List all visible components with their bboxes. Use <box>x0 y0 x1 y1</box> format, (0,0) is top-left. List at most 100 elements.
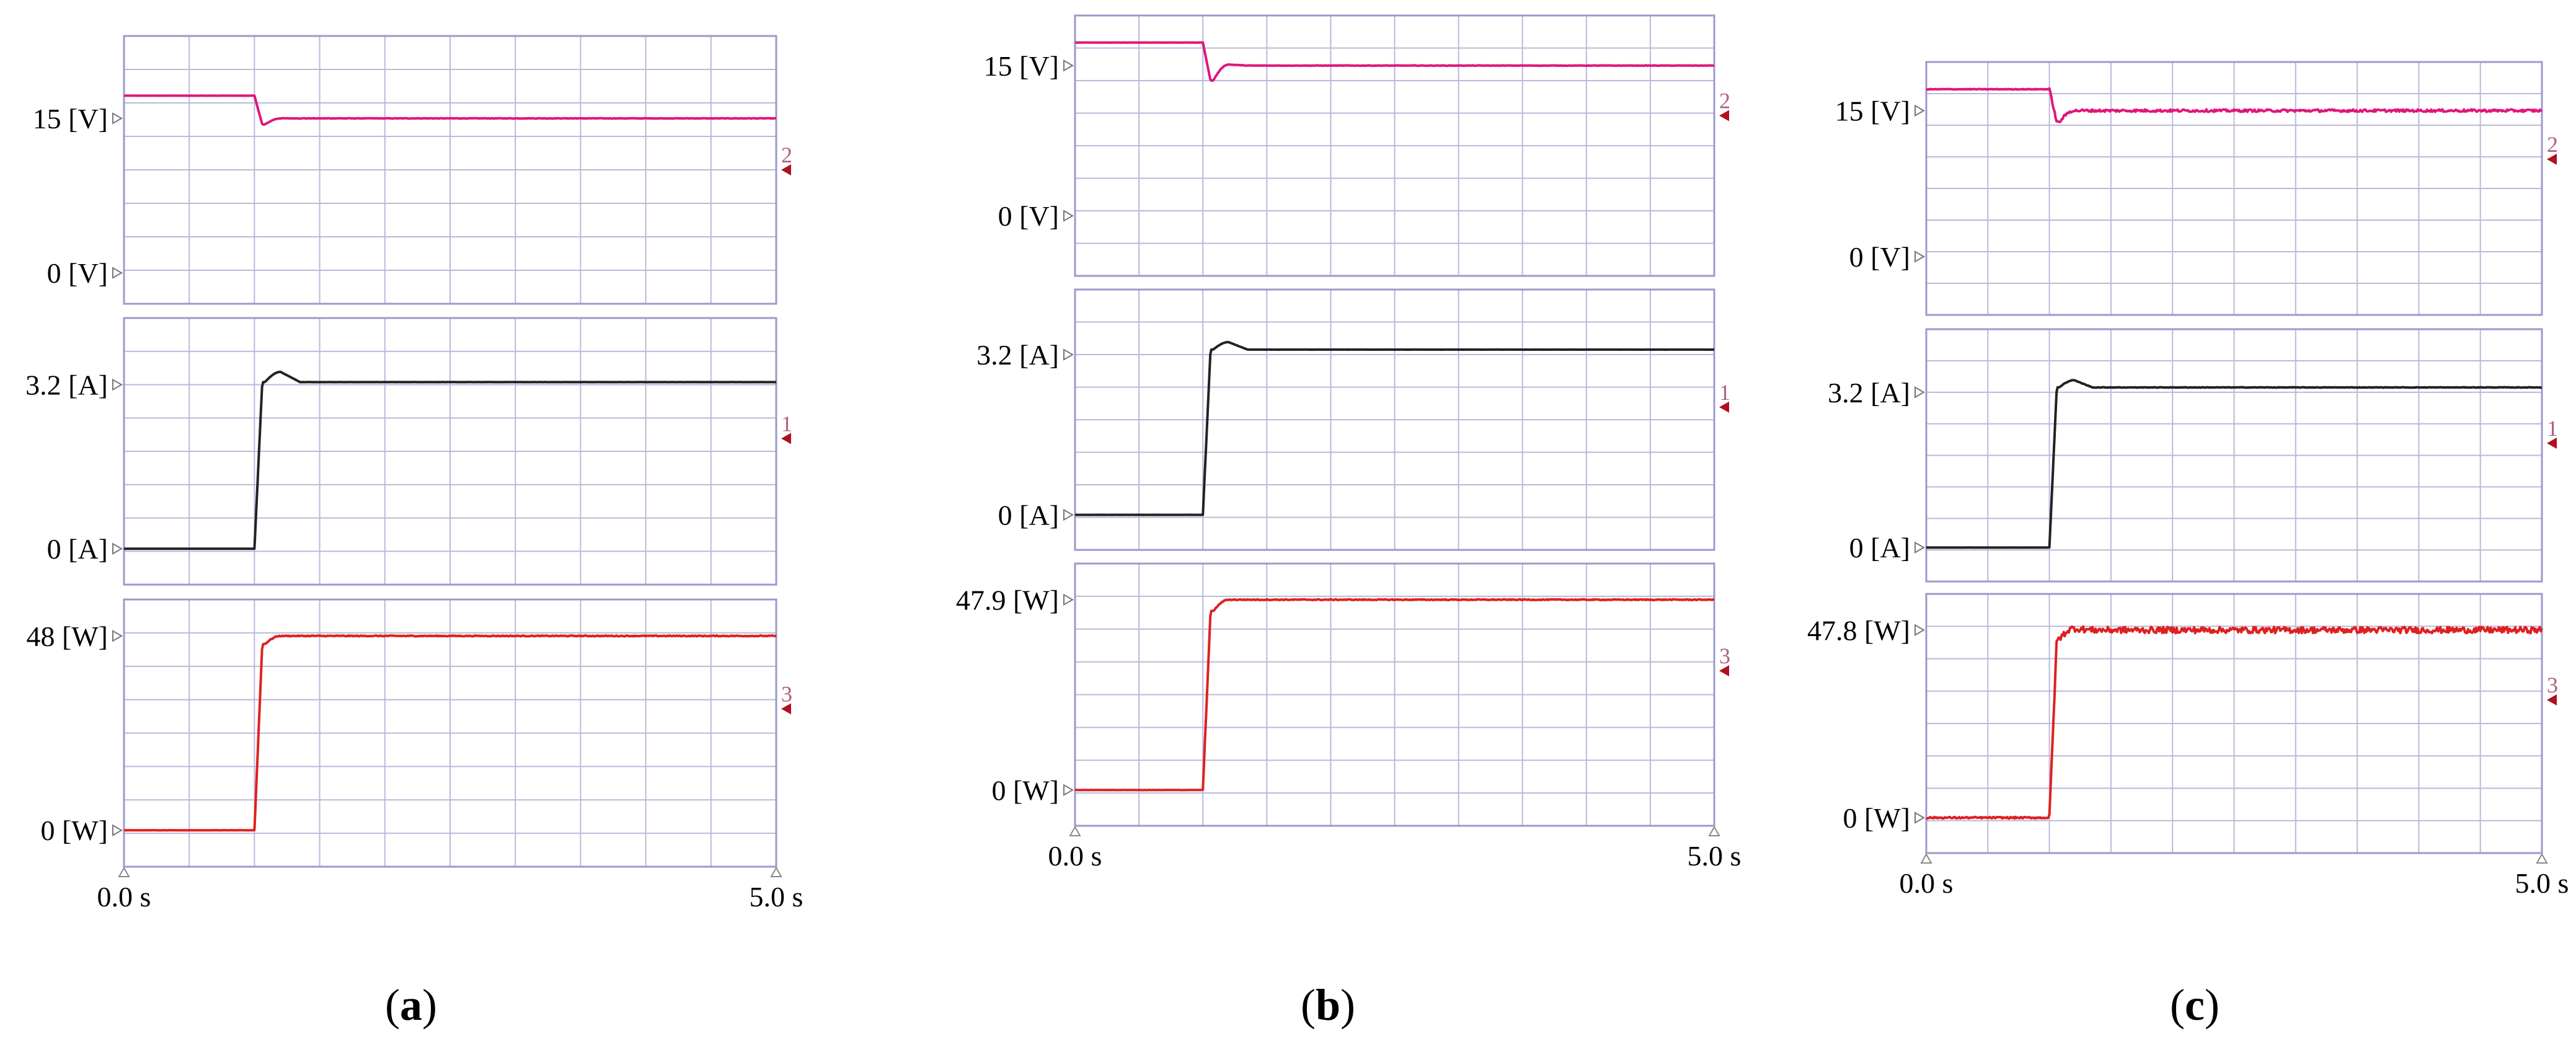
x-tick-marker <box>1069 825 1081 836</box>
panel-a-ch2: 15 [V] 0 [V] 2 <box>33 35 792 305</box>
y-tick-label: 0 [W] <box>40 815 108 846</box>
panel-c-ch2: 15 [V] 0 [V] 2 <box>1835 61 2558 316</box>
trace-ch1 <box>1074 340 1715 516</box>
y-tick-marker <box>1914 386 1926 399</box>
panel-a-ch3: 48 [W] 0 [W] 3 <box>26 598 792 868</box>
channel-label: 3 <box>2547 673 2558 697</box>
trace-ch2 <box>1074 41 1715 82</box>
channel-label: 2 <box>2547 132 2558 157</box>
y-tick-label: 15 [V] <box>984 50 1059 82</box>
y-tick-label: 0 [A] <box>47 533 108 565</box>
channel-marker <box>781 164 791 175</box>
channel-label: 3 <box>781 681 792 706</box>
y-tick-label: 0 [V] <box>998 200 1059 232</box>
y-tick-marker <box>112 378 123 391</box>
panel-frame <box>1925 328 2543 583</box>
y-tick-marker <box>112 542 123 555</box>
subfigure-caption: (b) <box>1301 980 1355 1030</box>
channel-label: 3 <box>1719 644 1730 668</box>
x-tick-marker <box>1920 852 1932 864</box>
x-tick-marker <box>1708 825 1720 836</box>
channel-label: 2 <box>1719 89 1730 113</box>
x-tick-marker <box>2536 852 2548 864</box>
x-tick-label: 0.0 s <box>1900 867 1954 899</box>
x-tick-label: 0.0 s <box>97 881 151 913</box>
y-tick-marker <box>1914 624 1926 636</box>
trace-ch3 <box>123 634 777 832</box>
y-tick-marker <box>1063 348 1074 361</box>
channel-marker <box>1719 110 1729 122</box>
y-tick-marker <box>1063 508 1074 521</box>
channel-marker <box>2547 437 2557 449</box>
panel-b-ch3: 47.9 [W] 0 [W] 3 <box>956 562 1730 827</box>
y-tick-marker <box>1914 104 1926 117</box>
trace-ch2 <box>1926 87 2543 123</box>
x-tick-label: 5.0 s <box>1688 840 1742 872</box>
y-tick-marker <box>1063 593 1074 606</box>
subfigure-a: 15 [V] 0 [V] 2 3.2 [A] 0 [A] 1 48 [W] 0 [W] 3 0.0… <box>25 35 803 1030</box>
y-tick-label: 15 [V] <box>1835 95 1910 126</box>
y-tick-label: 47.8 [W] <box>1807 614 1910 646</box>
y-tick-marker <box>1914 812 1926 824</box>
panel-frame <box>123 35 777 305</box>
x-tick-label: 0.0 s <box>1048 840 1102 872</box>
y-tick-marker <box>1063 784 1074 797</box>
y-tick-label: 3.2 [A] <box>25 369 108 401</box>
channel-marker <box>2547 153 2557 165</box>
channel-label: 1 <box>1719 380 1730 405</box>
panel-frame <box>1074 14 1715 277</box>
channel-marker <box>2547 694 2557 706</box>
y-tick-label: 3.2 [A] <box>976 339 1059 371</box>
subfigure-caption: (c) <box>2170 980 2220 1030</box>
y-tick-label: 3.2 [A] <box>1828 377 1910 409</box>
panel-c-ch3: 47.8 [W] 0 [W] 3 <box>1807 593 2558 854</box>
y-tick-label: 48 [W] <box>26 621 108 652</box>
y-tick-marker <box>1063 210 1074 222</box>
panel-frame <box>123 317 777 586</box>
panel-frame <box>1925 593 2543 854</box>
y-tick-marker <box>1063 60 1074 72</box>
y-tick-label: 47.9 [W] <box>956 584 1059 616</box>
y-tick-marker <box>1914 541 1926 554</box>
y-tick-marker <box>112 112 123 125</box>
trace-ch1 <box>1926 379 2543 549</box>
y-tick-marker <box>112 267 123 279</box>
panel-frame <box>1074 288 1715 551</box>
channel-label: 2 <box>781 143 792 167</box>
trace-ch1 <box>123 370 777 551</box>
y-tick-label: 0 [A] <box>998 499 1059 531</box>
channel-marker <box>781 433 791 445</box>
x-tick-label: 5.0 s <box>2515 867 2569 899</box>
panel-c-ch1: 3.2 [A] 0 [A] 1 <box>1828 328 2558 583</box>
panel-frame <box>1925 61 2543 316</box>
subfigure-caption: (a) <box>385 980 437 1030</box>
trace-ch3 <box>1926 625 2543 820</box>
y-tick-marker <box>1914 250 1926 263</box>
y-tick-label: 0 [V] <box>47 257 108 289</box>
y-tick-label: 0 [A] <box>1849 532 1910 564</box>
panel-frame <box>1074 562 1715 827</box>
subfigure-b: 15 [V] 0 [V] 2 3.2 [A] 0 [A] 1 47.9 [W] 0 [W] 3 0… <box>956 14 1742 1030</box>
channel-label: 1 <box>781 411 792 436</box>
x-tick-marker <box>118 866 130 877</box>
y-tick-marker <box>112 630 123 642</box>
x-tick-label: 5.0 s <box>750 881 803 913</box>
channel-label: 1 <box>2547 416 2558 441</box>
channel-marker <box>781 703 791 715</box>
y-tick-label: 0 [W] <box>991 774 1059 806</box>
panel-frame <box>123 598 777 868</box>
trace-ch3 <box>1074 598 1715 792</box>
panel-b-ch1: 3.2 [A] 0 [A] 1 <box>976 288 1730 551</box>
y-tick-marker <box>112 824 123 836</box>
panel-b-ch2: 15 [V] 0 [V] 2 <box>984 14 1730 277</box>
subfigure-c: 15 [V] 0 [V] 2 3.2 [A] 0 [A] 1 47.8 [W] 0 [W] 3 0… <box>1807 61 2569 1030</box>
channel-marker <box>1719 665 1729 677</box>
panel-a-ch1: 3.2 [A] 0 [A] 1 <box>25 317 792 586</box>
trace-ch2 <box>123 94 777 126</box>
x-tick-marker <box>770 866 782 877</box>
channel-marker <box>1719 401 1729 413</box>
y-tick-label: 15 [V] <box>33 103 108 135</box>
y-tick-label: 0 [V] <box>1849 241 1910 273</box>
y-tick-label: 0 [W] <box>1843 802 1910 834</box>
